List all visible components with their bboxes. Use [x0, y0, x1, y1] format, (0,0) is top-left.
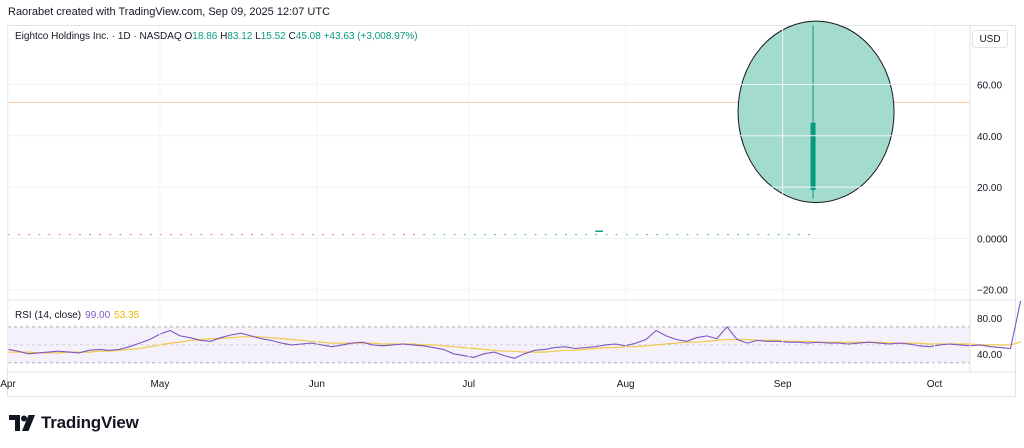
- rsi-label: RSI (14, close): [15, 310, 82, 321]
- low-label: L: [255, 31, 261, 42]
- price-tick-label: 40.00: [977, 132, 1002, 143]
- time-tick-label: Jul: [462, 379, 475, 390]
- open-label: O: [184, 31, 193, 42]
- price-pane: [8, 20, 970, 236]
- open-value: 18.86: [192, 31, 218, 42]
- low-value: 15.52: [260, 31, 286, 42]
- chart-header: Raorabet created with TradingView.com, S…: [8, 6, 331, 18]
- rsi-tick-label: 80.00: [977, 314, 1002, 325]
- price-tick-label: 20.00: [977, 183, 1002, 194]
- currency-button[interactable]: USD: [972, 30, 1008, 48]
- rsi-ma-line: [8, 336, 1021, 354]
- rsi-tick-label: 40.00: [977, 350, 1002, 361]
- axes: 60.00 40.00 20.00 0.0000 −20.00 80.00 40.00 Apr…: [0, 26, 1015, 390]
- time-tick-label: Sep: [774, 379, 792, 390]
- time-tick-label: Jun: [309, 379, 325, 390]
- tradingview-logo[interactable]: TradingView: [9, 412, 139, 434]
- tradingview-logo-icon: [9, 415, 35, 431]
- price-tick-label: 60.00: [977, 80, 1002, 91]
- rsi-line: [7, 300, 1022, 359]
- time-tick-label: Aug: [617, 379, 635, 390]
- price-tick-label: 0.0000: [977, 234, 1008, 245]
- symbol-name: Eightco Holdings Inc. · 1D · NASDAQ: [15, 31, 182, 42]
- time-tick-label: Apr: [0, 379, 16, 390]
- change-value: +43.63 (+3,008.97%): [323, 31, 418, 42]
- last-candle-body: [810, 122, 816, 191]
- rsi-ma-value: 53.35: [114, 310, 140, 321]
- tradingview-logo-text: TradingView: [41, 413, 139, 432]
- close-label: C: [288, 31, 296, 42]
- rsi-pane: [7, 300, 1022, 364]
- time-tick-label: Oct: [927, 379, 943, 390]
- highlight-circle: [737, 20, 895, 204]
- time-tick-label: May: [150, 379, 169, 390]
- high-value: 83.12: [227, 31, 253, 42]
- rsi-value: 99.00: [85, 310, 111, 321]
- high-label: H: [220, 31, 228, 42]
- rsi-legend: RSI (14, close) 99.00 53.35: [15, 310, 139, 321]
- symbol-legend: Eightco Holdings Inc. · 1D · NASDAQ O18.…: [15, 31, 418, 42]
- price-tick-label: −20.00: [977, 286, 1008, 297]
- close-value: 45.08: [295, 31, 321, 42]
